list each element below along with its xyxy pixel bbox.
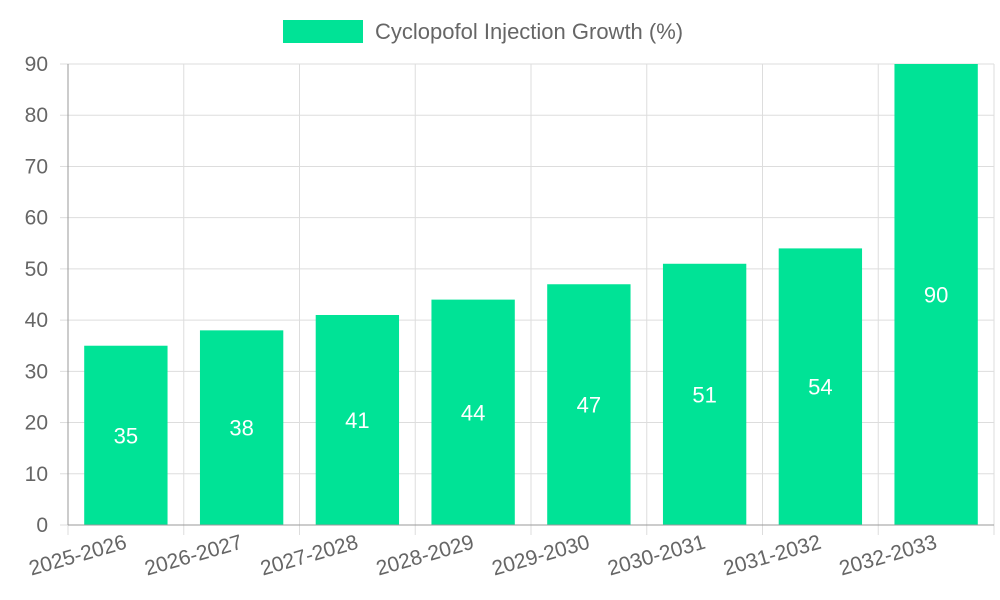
legend-swatch xyxy=(283,20,363,43)
bar[interactable] xyxy=(315,314,400,525)
bar-value-label: 47 xyxy=(577,393,601,418)
bar[interactable] xyxy=(662,263,747,525)
grid-layer xyxy=(60,63,995,535)
y-tick-label: 80 xyxy=(25,104,48,127)
x-tick-label: 2029-2030 xyxy=(489,531,592,581)
bar[interactable] xyxy=(547,284,631,525)
bar-value-label: 38 xyxy=(229,416,253,441)
x-tick-label: 2032-2033 xyxy=(837,531,940,581)
bar-value-label: 35 xyxy=(114,423,138,448)
y-tick-label: 70 xyxy=(25,155,48,178)
bars-layer xyxy=(84,64,978,525)
x-tick-label: 2028-2029 xyxy=(374,531,477,581)
bar[interactable] xyxy=(778,248,863,525)
x-tick-label: 2025-2026 xyxy=(26,531,129,581)
legend-label: Cyclopofol Injection Growth (%) xyxy=(375,19,683,44)
bar[interactable] xyxy=(431,299,515,525)
bar-value-label: 54 xyxy=(808,375,832,400)
x-tick-label: 2027-2028 xyxy=(258,531,361,581)
y-tick-label: 10 xyxy=(25,463,48,486)
bar-value-label: 44 xyxy=(461,400,485,425)
bar[interactable] xyxy=(894,64,978,525)
y-tick-label: 30 xyxy=(25,360,48,383)
x-tick-label: 2030-2031 xyxy=(605,531,708,581)
y-tick-label: 40 xyxy=(25,309,48,332)
y-tick-label: 0 xyxy=(36,514,48,537)
x-tick-label: 2031-2032 xyxy=(721,531,824,581)
y-tick-label: 50 xyxy=(25,258,48,281)
bar-value-label: 41 xyxy=(345,408,369,433)
bar-value-label: 90 xyxy=(924,283,948,308)
x-tick-label: 2026-2027 xyxy=(142,531,245,581)
bar[interactable] xyxy=(84,345,168,525)
legend[interactable]: Cyclopofol Injection Growth (%) xyxy=(283,19,683,44)
y-tick-label: 60 xyxy=(25,207,48,230)
bar-value-label: 51 xyxy=(692,382,716,407)
axis-layer xyxy=(67,64,994,526)
bar[interactable] xyxy=(199,330,284,525)
y-tick-label: 20 xyxy=(25,412,48,435)
y-tick-label: 90 xyxy=(25,53,48,76)
